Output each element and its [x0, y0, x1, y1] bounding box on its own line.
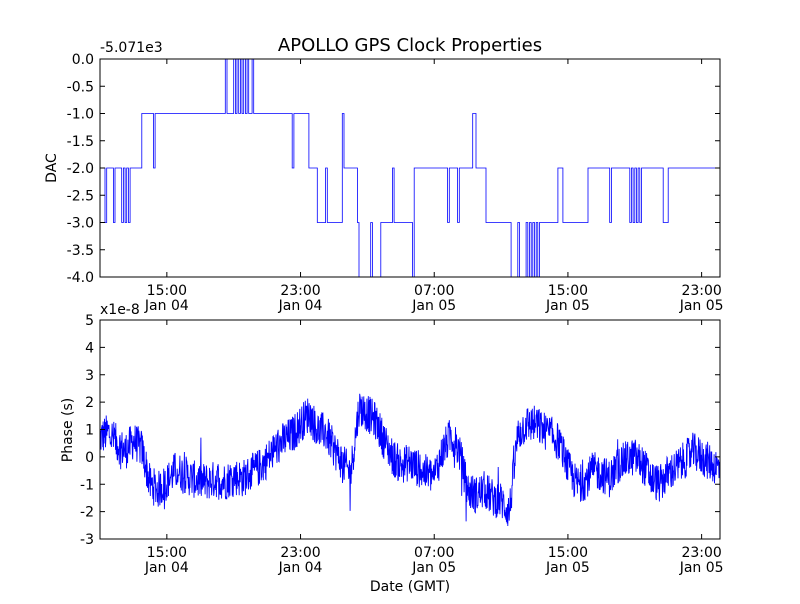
dac-x-tick-date: Jan 05 [411, 298, 456, 314]
phase-x-tick-time: 07:00 [414, 545, 454, 561]
dac-subplot: -5.071e3 DAC 0.0 -0.5 -1.0 -1.5 -2.0 -2.5 -3.0… [44, 40, 724, 314]
phase-y-tick-label: 1 [85, 423, 94, 439]
dac-offset-label: -5.071e3 [100, 40, 163, 56]
dac-y-tick-label: -2.5 [67, 188, 94, 204]
phase-y-axis-label: Phase (s) [60, 398, 76, 462]
dac-y-tick-label: -4.0 [67, 270, 94, 286]
dac-y-tick-label: -1.0 [67, 107, 94, 123]
dac-y-tick-label: -0.5 [67, 79, 94, 95]
phase-y-tick-label: 2 [85, 395, 94, 411]
phase-x-tick-date: Jan 04 [144, 560, 189, 576]
dac-x-tick-date: Jan 04 [278, 298, 323, 314]
dac-x-tick-date: Jan 05 [545, 298, 590, 314]
phase-x-tick-time: 15:00 [548, 545, 588, 561]
dac-series-line [100, 58, 719, 278]
phase-y-tick-label: -3 [80, 532, 94, 548]
phase-y-tick-label: 0 [85, 450, 94, 466]
x-axis-label: Date (GMT) [370, 579, 450, 595]
dac-x-tick-time: 15:00 [548, 283, 588, 299]
phase-y-tick-label: -2 [80, 505, 94, 521]
phase-x-tick-date: Jan 05 [411, 560, 456, 576]
dac-y-tick-label: -3.5 [67, 243, 94, 259]
dac-x-tick-date: Jan 05 [679, 298, 724, 314]
phase-x-tick-time: 23:00 [280, 545, 320, 561]
phase-y-tick-label: 4 [85, 340, 94, 356]
phase-x-tick-date: Jan 04 [278, 560, 323, 576]
dac-x-tick-date: Jan 04 [144, 298, 189, 314]
dac-y-tick-label: 0.0 [72, 52, 94, 68]
dac-y-tick-label: -3.0 [67, 216, 94, 232]
dac-x-tick-time: 23:00 [280, 283, 320, 299]
dac-y-tick-label: -1.5 [67, 134, 94, 150]
phase-y-tick-label: -1 [80, 477, 94, 493]
chart-title: APOLLO GPS Clock Properties [278, 35, 542, 56]
dac-y-axis-label: DAC [44, 153, 60, 183]
phase-series-line [99, 393, 721, 527]
phase-offset-label: x1e-8 [100, 302, 140, 318]
phase-x-tick-time: 15:00 [147, 545, 187, 561]
dac-x-tick-time: 23:00 [681, 283, 721, 299]
dac-x-tick-time: 15:00 [147, 283, 187, 299]
phase-x-tick-date: Jan 05 [545, 560, 590, 576]
phase-x-tick-date: Jan 05 [679, 560, 724, 576]
phase-y-tick-label: 5 [85, 313, 94, 329]
dac-x-tick-time: 07:00 [414, 283, 454, 299]
dac-y-tick-label: -2.0 [67, 161, 94, 177]
phase-y-tick-label: 3 [85, 368, 94, 384]
phase-x-tick-time: 23:00 [681, 545, 721, 561]
